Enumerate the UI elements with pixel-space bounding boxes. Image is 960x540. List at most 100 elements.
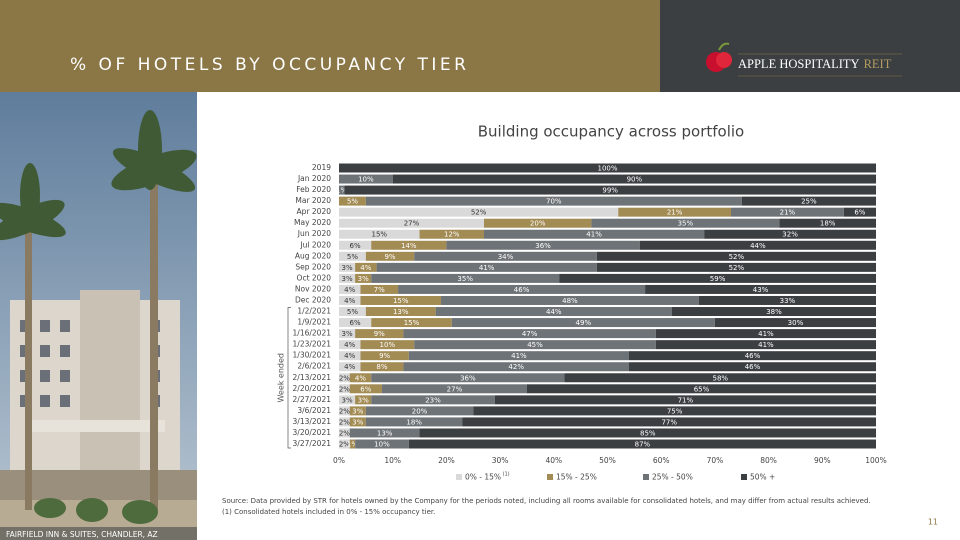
bar-segment [339, 273, 356, 283]
legend-label: 0% - 15% [465, 473, 501, 482]
bar-segment [371, 273, 560, 283]
value-label: 3% [342, 396, 353, 404]
y-tick-label: Jul 2020 [299, 240, 331, 249]
bar-segment [339, 207, 619, 217]
legend-label: 15% - 25% [556, 473, 597, 482]
value-label: 45% [527, 341, 543, 349]
bar-segment [339, 185, 345, 195]
bar-segment [339, 384, 350, 394]
bar-segment [564, 373, 876, 383]
y-tick-label: 2019 [312, 163, 331, 172]
value-label: 1% [347, 441, 358, 449]
bar-segment [376, 262, 597, 272]
y-tick-label: 3/13/2021 [293, 417, 332, 426]
bar-segment [371, 240, 447, 250]
value-label: 41% [758, 341, 774, 349]
y-tick-label: Aug 2020 [295, 251, 331, 260]
legend-footnote-ref: (1) [503, 472, 510, 478]
y-tick-label: Oct 2020 [297, 273, 332, 282]
legend-label: 50% + [750, 473, 775, 482]
bar-segment [360, 284, 399, 294]
x-tick-label: 70% [707, 456, 724, 465]
value-label: 4% [355, 374, 366, 382]
bar-segment [618, 207, 732, 217]
value-label: 43% [753, 286, 769, 294]
value-label: 2% [339, 418, 350, 426]
logo-text: APPLE HOSPITALITY [738, 57, 860, 71]
y-tick-label: Jan 2020 [297, 174, 331, 183]
value-label: 10% [380, 341, 396, 349]
y-tick-label: 2/13/2021 [293, 373, 332, 382]
bar-segment [339, 329, 356, 339]
y-tick-label: Mar 2020 [295, 196, 331, 205]
logo: APPLE HOSPITALITY REIT [706, 42, 902, 77]
bar-segment [355, 439, 409, 449]
bar-segment [483, 229, 705, 239]
value-label: 8% [376, 363, 387, 371]
bar-segment [339, 163, 876, 173]
bar-segment [392, 174, 876, 184]
legend-label: 25% - 50% [652, 473, 693, 482]
bar-segment [731, 207, 844, 217]
value-label: 85% [640, 429, 656, 437]
bar-segment [349, 384, 382, 394]
value-label: 15% [393, 297, 409, 305]
bar-segment [628, 362, 876, 372]
value-label: 41% [758, 330, 774, 338]
hotel-photo: FAIRFIELD INN & SUITES, CHANDLER, AZ [0, 92, 197, 540]
bar-segment [441, 295, 699, 305]
value-label: 48% [562, 297, 578, 305]
value-label: 9% [374, 330, 385, 338]
header-band [0, 0, 660, 92]
value-label: 2% [339, 441, 350, 449]
value-label: 20% [412, 407, 428, 415]
bar-segment [339, 284, 361, 294]
value-label: 44% [546, 308, 562, 316]
value-label: 6% [360, 385, 371, 393]
value-label: 5% [347, 253, 358, 261]
x-tick-label: 0% [333, 456, 345, 465]
y-tick-label: May 2020 [294, 218, 331, 227]
bar-segment [339, 351, 361, 361]
y-axis-label: Week ended [277, 353, 286, 403]
value-label: 36% [460, 374, 476, 382]
value-label: 21% [780, 209, 796, 217]
value-label: 4% [344, 286, 355, 294]
value-label: 15% [404, 319, 420, 327]
value-label: 47% [522, 330, 538, 338]
bar-segment [339, 373, 350, 383]
legend-swatch [547, 474, 553, 480]
value-label: 38% [766, 308, 782, 316]
bar-segment [483, 218, 592, 228]
bar-segment [741, 196, 876, 206]
bar-segment [365, 417, 463, 427]
value-label: 4% [344, 297, 355, 305]
bar-segment [339, 318, 372, 328]
bar-segment [339, 362, 361, 372]
value-label: 99% [602, 187, 618, 195]
axis-bracket [287, 307, 291, 449]
bar-segment [365, 406, 474, 416]
value-label: 70% [546, 198, 562, 206]
bar-segment [446, 240, 640, 250]
bar-segment [360, 295, 442, 305]
value-label: 4% [344, 363, 355, 371]
value-label: 100% [597, 165, 617, 173]
value-label: 3% [352, 418, 363, 426]
value-label: 58% [712, 374, 728, 382]
value-label: 14% [401, 242, 417, 250]
value-label: 9% [379, 352, 390, 360]
y-tick-label: 3/20/2021 [293, 428, 332, 437]
value-label: 49% [576, 319, 592, 327]
bar-segment [398, 284, 646, 294]
value-label: 65% [694, 385, 710, 393]
bar-segment [365, 307, 436, 317]
value-label: 46% [745, 363, 761, 371]
bar-segment [435, 307, 672, 317]
value-label: 5% [347, 198, 358, 206]
bar-segment [779, 218, 876, 228]
value-label: 18% [406, 418, 422, 426]
y-tick-label: 3/6/2021 [297, 406, 331, 415]
y-tick-label: 1/23/2021 [293, 340, 332, 349]
bar-segment [339, 340, 361, 350]
